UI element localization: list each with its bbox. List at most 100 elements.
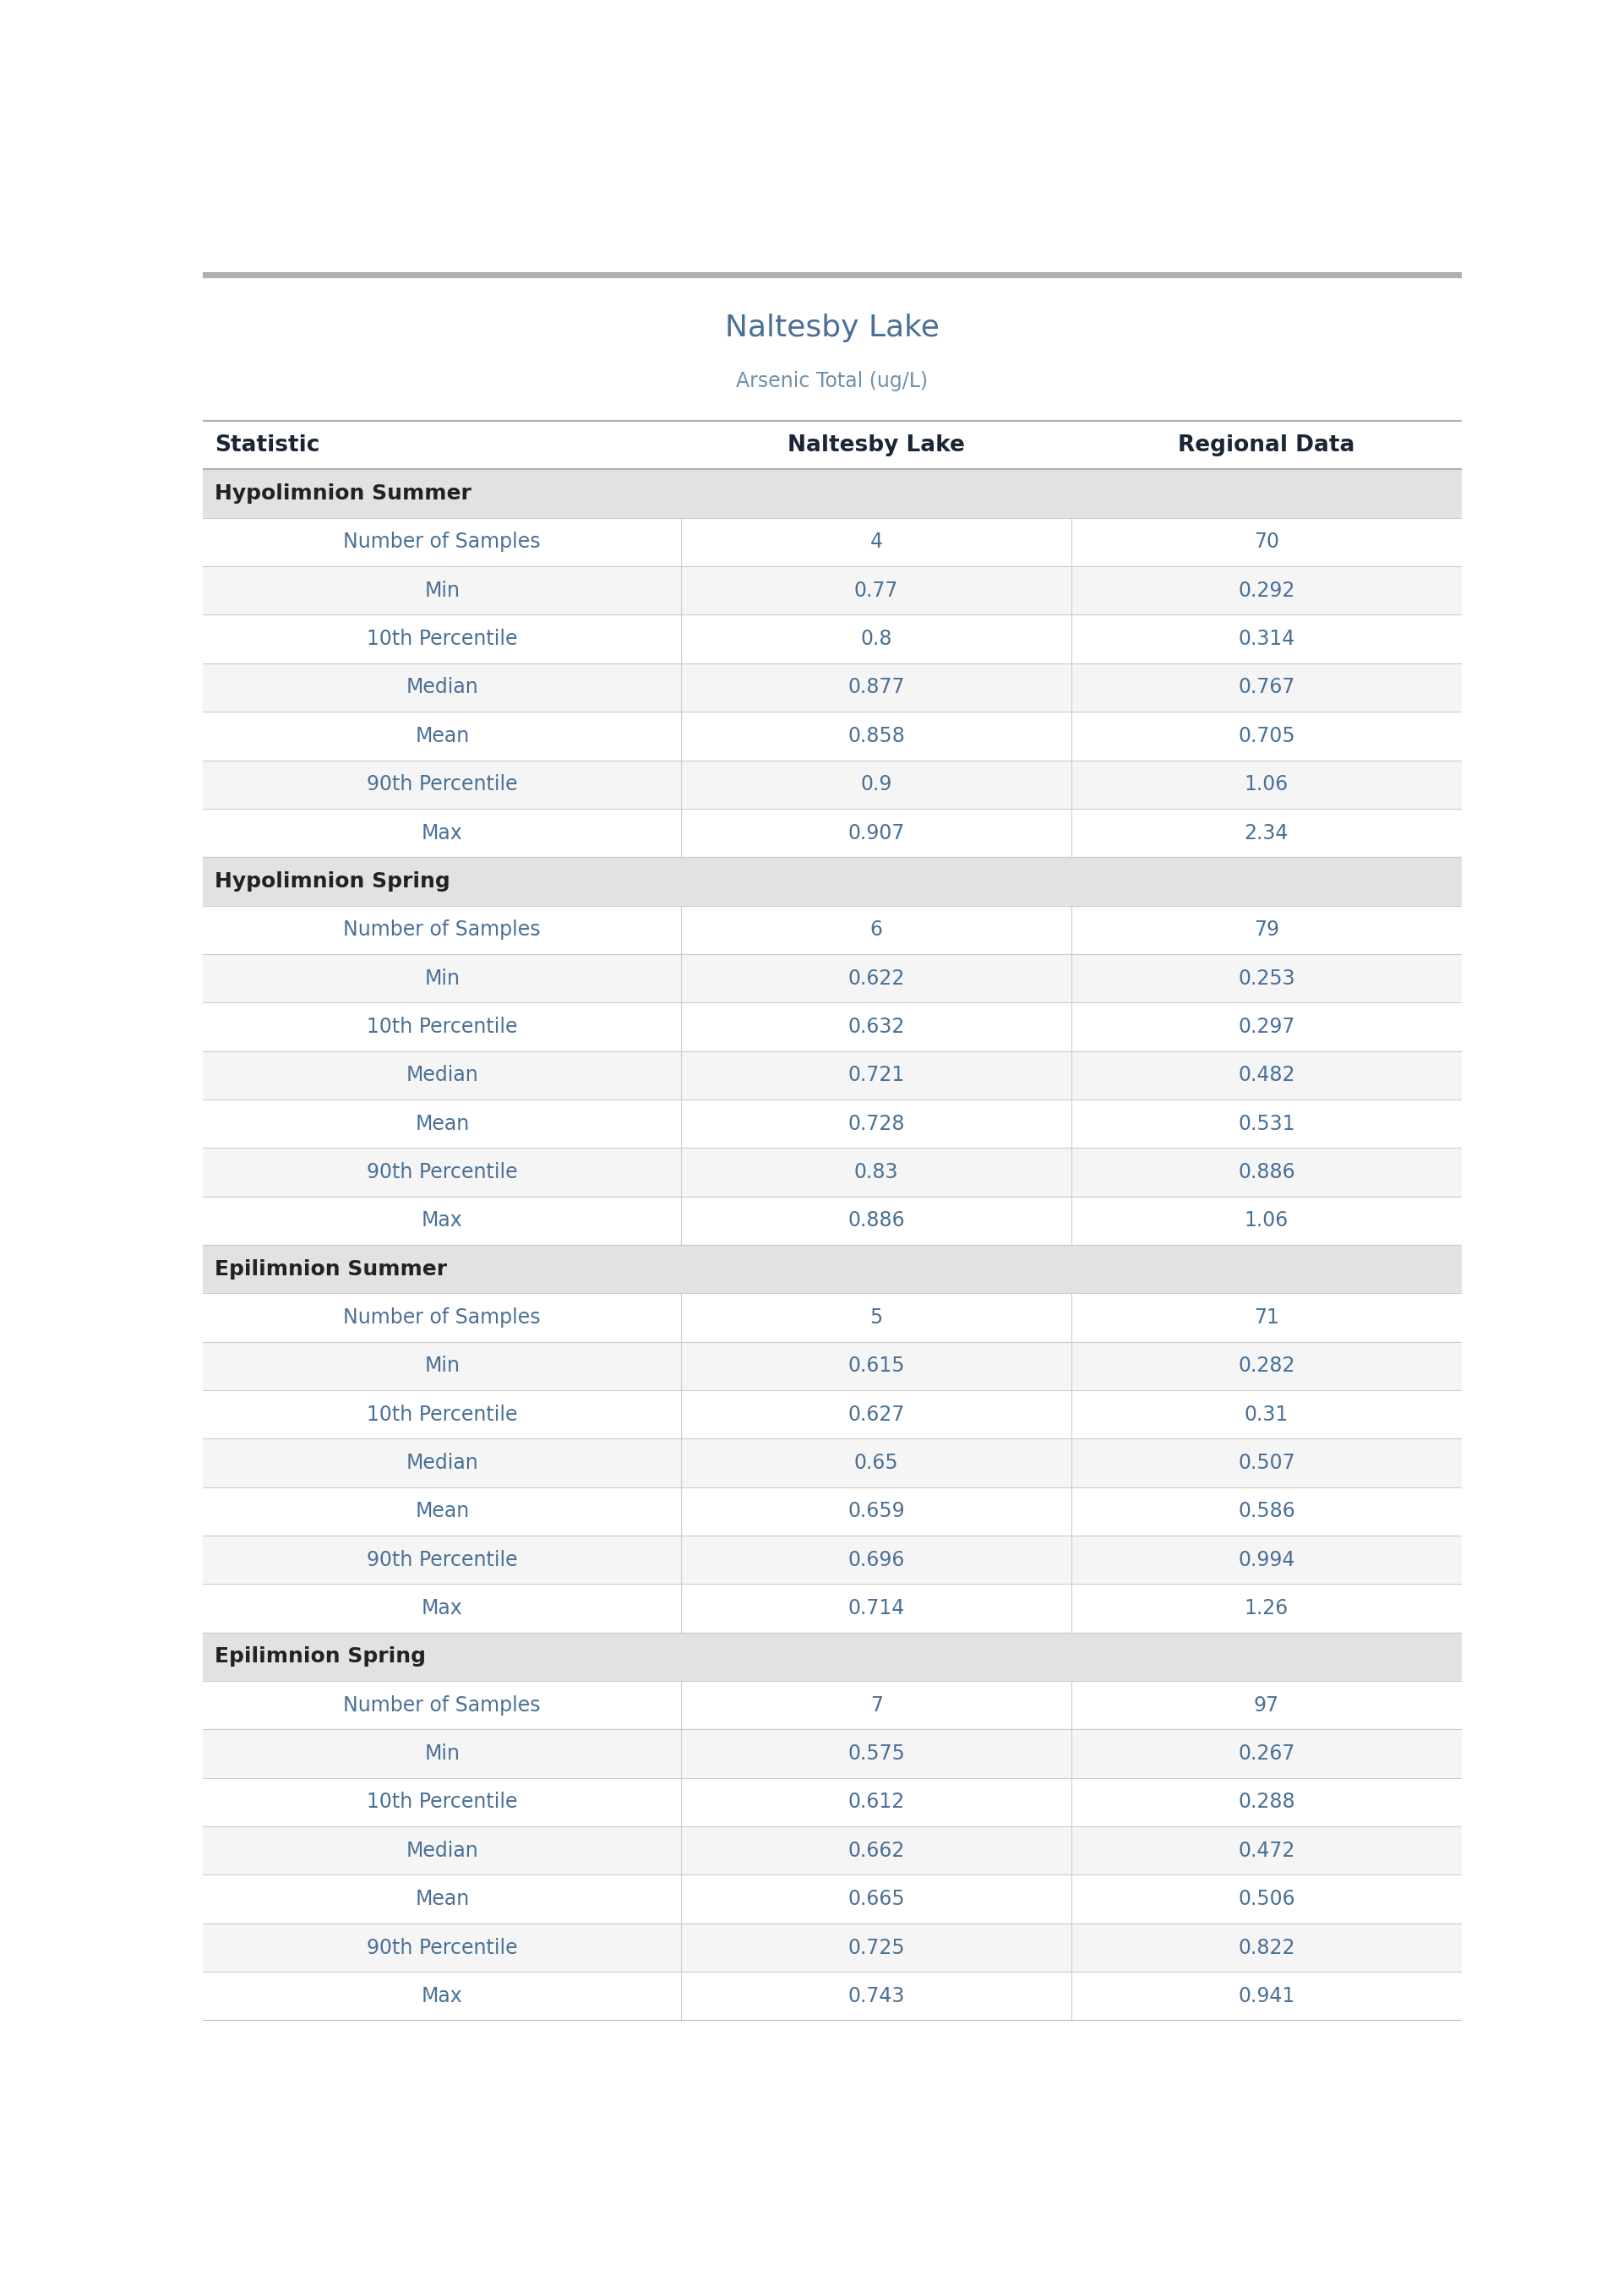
Text: Number of Samples: Number of Samples	[343, 919, 541, 940]
Text: 90th Percentile: 90th Percentile	[367, 1550, 518, 1571]
Text: 0.253: 0.253	[1237, 967, 1294, 987]
Text: 0.288: 0.288	[1237, 1791, 1294, 1811]
Text: 10th Percentile: 10th Percentile	[367, 629, 518, 649]
Text: 0.627: 0.627	[848, 1405, 905, 1426]
Text: 0.662: 0.662	[848, 1841, 905, 1861]
Bar	[203, 1682, 1462, 1730]
Text: 0.767: 0.767	[1237, 676, 1294, 697]
Text: 1.06: 1.06	[1244, 774, 1288, 794]
Text: Arsenic Total (ug/L): Arsenic Total (ug/L)	[736, 370, 929, 390]
Text: Naltesby Lake: Naltesby Lake	[724, 313, 940, 343]
Bar	[203, 1342, 1462, 1389]
Text: 0.858: 0.858	[848, 726, 905, 747]
Bar	[203, 1923, 1462, 1973]
Bar	[203, 1535, 1462, 1584]
Text: 7: 7	[870, 1696, 883, 1716]
Bar	[203, 1196, 1462, 1244]
Text: 0.507: 0.507	[1237, 1453, 1294, 1473]
Bar	[203, 1827, 1462, 1875]
Text: 90th Percentile: 90th Percentile	[367, 1162, 518, 1183]
Text: 0.77: 0.77	[854, 581, 898, 602]
Text: 0.705: 0.705	[1237, 726, 1294, 747]
Text: 6: 6	[870, 919, 883, 940]
Text: Number of Samples: Number of Samples	[343, 1696, 541, 1716]
Text: 0.31: 0.31	[1244, 1405, 1288, 1426]
Bar	[203, 1875, 1462, 1923]
Text: Median: Median	[406, 1065, 479, 1085]
Text: Median: Median	[406, 1841, 479, 1861]
Text: 0.482: 0.482	[1237, 1065, 1294, 1085]
Text: Max: Max	[422, 1986, 463, 2007]
Text: Mean: Mean	[416, 1500, 469, 1521]
Text: Median: Median	[406, 676, 479, 697]
Text: 71: 71	[1254, 1308, 1280, 1328]
Text: Min: Min	[424, 581, 460, 602]
Text: Regional Data: Regional Data	[1177, 434, 1354, 456]
Bar	[203, 565, 1462, 615]
Text: 10th Percentile: 10th Percentile	[367, 1791, 518, 1811]
Text: 0.65: 0.65	[854, 1453, 898, 1473]
Bar	[203, 420, 1462, 470]
Bar	[203, 470, 1462, 518]
Text: 0.665: 0.665	[848, 1889, 905, 1909]
Text: Min: Min	[424, 1355, 460, 1376]
Bar	[203, 272, 1462, 277]
Text: 90th Percentile: 90th Percentile	[367, 1939, 518, 1957]
Text: Mean: Mean	[416, 726, 469, 747]
Text: 4: 4	[870, 531, 883, 552]
Text: 0.822: 0.822	[1237, 1939, 1294, 1957]
Text: Number of Samples: Number of Samples	[343, 531, 541, 552]
Text: 0.886: 0.886	[848, 1210, 905, 1230]
Text: Epilimnion Spring: Epilimnion Spring	[214, 1646, 425, 1666]
Text: Number of Samples: Number of Samples	[343, 1308, 541, 1328]
Bar	[203, 2020, 1462, 2027]
Text: 0.267: 0.267	[1237, 1743, 1294, 1764]
Text: 79: 79	[1254, 919, 1280, 940]
Bar	[203, 1973, 1462, 2020]
Text: 0.506: 0.506	[1237, 1889, 1294, 1909]
Bar	[203, 1584, 1462, 1632]
Text: 2.34: 2.34	[1244, 822, 1289, 842]
Text: 0.725: 0.725	[848, 1939, 905, 1957]
Bar	[203, 1099, 1462, 1149]
Text: Median: Median	[406, 1453, 479, 1473]
Bar	[203, 615, 1462, 663]
Text: Max: Max	[422, 1210, 463, 1230]
Text: 0.586: 0.586	[1237, 1500, 1294, 1521]
Text: 0.297: 0.297	[1237, 1017, 1294, 1037]
Bar	[203, 713, 1462, 760]
Bar	[203, 1003, 1462, 1051]
Bar	[203, 1149, 1462, 1196]
Text: 0.314: 0.314	[1237, 629, 1294, 649]
Bar	[203, 518, 1462, 565]
Text: 0.941: 0.941	[1237, 1986, 1294, 2007]
Bar	[203, 1777, 1462, 1827]
Text: Epilimnion Summer: Epilimnion Summer	[214, 1260, 447, 1280]
Text: 0.622: 0.622	[848, 967, 905, 987]
Text: 0.9: 0.9	[861, 774, 892, 794]
Text: 5: 5	[870, 1308, 883, 1328]
Text: 0.886: 0.886	[1237, 1162, 1294, 1183]
Text: Max: Max	[422, 1598, 463, 1619]
Bar	[203, 1439, 1462, 1487]
Text: 90th Percentile: 90th Percentile	[367, 774, 518, 794]
Text: Hypolimnion Summer: Hypolimnion Summer	[214, 484, 471, 504]
Bar	[203, 663, 1462, 713]
Text: 0.714: 0.714	[848, 1598, 905, 1619]
Text: Min: Min	[424, 967, 460, 987]
Bar	[203, 1389, 1462, 1439]
Text: Naltesby Lake: Naltesby Lake	[788, 434, 965, 456]
Text: 0.721: 0.721	[848, 1065, 905, 1085]
Text: 0.282: 0.282	[1237, 1355, 1294, 1376]
Text: 0.994: 0.994	[1237, 1550, 1294, 1571]
Text: 0.292: 0.292	[1237, 581, 1294, 602]
Text: 70: 70	[1254, 531, 1280, 552]
Text: 0.632: 0.632	[848, 1017, 905, 1037]
Bar	[203, 1632, 1462, 1682]
Bar	[203, 906, 1462, 953]
Text: 0.743: 0.743	[848, 1986, 905, 2007]
Text: 0.575: 0.575	[848, 1743, 905, 1764]
Bar	[203, 1244, 1462, 1294]
Text: Hypolimnion Spring: Hypolimnion Spring	[214, 872, 450, 892]
Text: 0.615: 0.615	[848, 1355, 905, 1376]
